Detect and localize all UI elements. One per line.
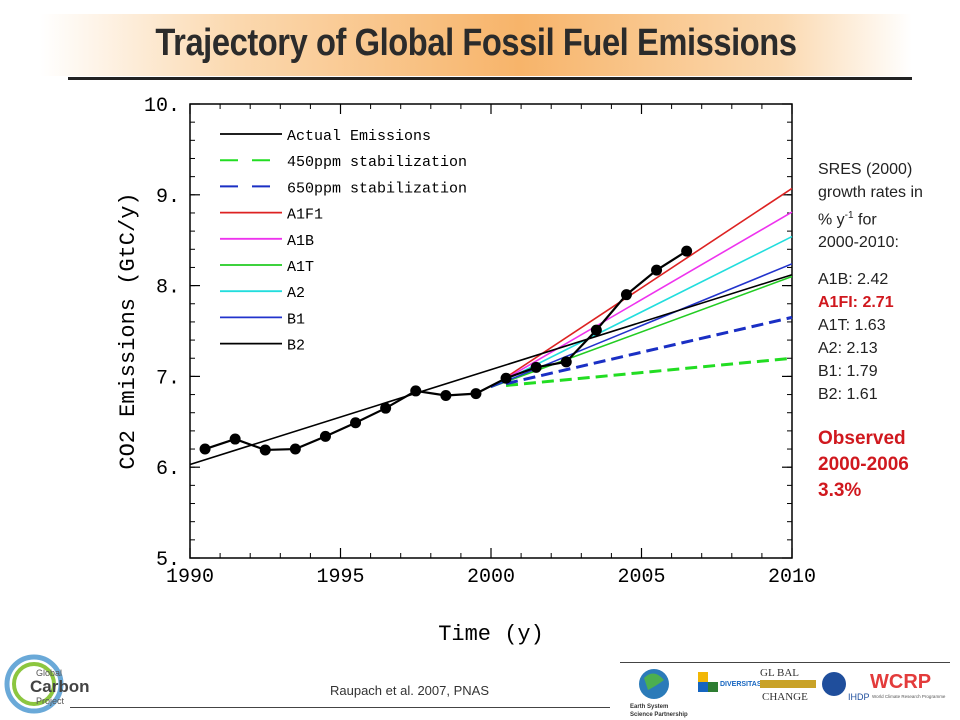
x-tick-label: 2000	[467, 566, 515, 589]
plot-frame	[189, 103, 793, 559]
data-point	[319, 430, 331, 442]
series-line	[204, 250, 688, 452]
growth-rate-item: A2: 2.13	[818, 340, 878, 358]
data-point	[229, 433, 241, 445]
data-point	[259, 444, 271, 456]
title-banner: Trajectory of Global Fossil Fuel Emissio…	[40, 14, 912, 76]
data-point	[380, 402, 392, 414]
x-tick-label: 2005	[617, 566, 665, 589]
x-axis-label: Time (y)	[438, 622, 544, 647]
y-tick-label: 10.	[144, 95, 180, 118]
wcrp-subtitle: World Climate Research Programme	[872, 694, 946, 699]
partner-logos: Earth System Science Partnership DIVERSI…	[630, 667, 946, 718]
igbp-global-change-logo: GL BAL CHANGE	[760, 667, 816, 703]
footer-divider	[70, 707, 610, 708]
title-divider	[68, 77, 912, 80]
data-point	[500, 372, 512, 384]
legend-entry: 650ppm stabilization	[287, 180, 467, 197]
ihdp-logo: IHDP	[822, 672, 870, 702]
data-point	[681, 245, 693, 257]
y-axis-label: CO2 Emissions (GtC/y)	[116, 192, 141, 469]
series-line	[505, 356, 793, 387]
data-point	[350, 417, 362, 429]
series-line	[490, 187, 793, 388]
observed-label: Observed	[818, 428, 906, 450]
y-tick-label: 7.	[156, 367, 180, 390]
legend-entry: B1	[287, 311, 305, 328]
global-carbon-project-logo: Global Carbon Project	[4, 654, 90, 714]
data-point	[560, 356, 572, 368]
panel-intro-4: 2000-2010:	[818, 234, 899, 252]
series-line	[505, 315, 793, 386]
legend-entry: A1B	[287, 233, 314, 250]
wcrp-name: WCRP	[870, 671, 931, 693]
data-point	[470, 388, 482, 400]
diversitas-logo: DIVERSITAS	[698, 672, 762, 692]
essp-name-2: Science Partnership	[630, 712, 688, 718]
growth-rate-item: B1: 1.79	[818, 363, 878, 381]
observed-rate: 3.3%	[818, 480, 862, 502]
gcp-logo-word-3: Project	[36, 696, 65, 706]
footer-divider-right	[620, 662, 950, 663]
wcrp-logo: WCRP World Climate Research Programme	[870, 671, 946, 699]
y-tick-label: 6.	[156, 458, 180, 481]
legend-entry: A2	[287, 285, 305, 302]
series-line	[490, 235, 793, 389]
data-point	[590, 324, 602, 336]
legend-entry: Actual Emissions	[287, 128, 431, 145]
growth-rate-item: B2: 1.61	[818, 386, 878, 404]
y-tick-label: 5.	[156, 549, 180, 572]
y-tick-label: 8.	[156, 277, 180, 300]
legend-entry: A1T	[287, 259, 314, 276]
essp-logo: Earth System Science Partnership	[630, 669, 688, 718]
series-line	[189, 273, 793, 466]
panel-intro-3: % y-1 for	[818, 210, 877, 229]
y-tick-label: 9.	[156, 186, 180, 209]
panel-intro-2: growth rates in	[818, 184, 923, 201]
diversitas-name: DIVERSITAS	[720, 681, 762, 688]
data-point	[199, 443, 211, 455]
panel-intro-1: SRES (2000)	[818, 161, 913, 178]
gcp-logo-word-1: Global	[36, 668, 62, 678]
essp-name-1: Earth System	[630, 704, 668, 710]
series-line	[490, 211, 793, 388]
x-tick-label: 2010	[768, 566, 816, 589]
data-point	[289, 443, 301, 455]
growth-rate-item: A1B: 2.42	[818, 271, 889, 289]
x-tick-label: 1990	[166, 566, 214, 589]
data-point	[651, 264, 663, 276]
sres-growth-panel: SRES (2000) growth rates in % y-1 for 20…	[818, 158, 958, 504]
data-point	[440, 389, 452, 401]
legend-entry: A1F1	[287, 207, 323, 224]
data-point	[620, 289, 632, 301]
legend-entry: B2	[287, 338, 305, 355]
growth-rate-item: A1T: 1.63	[818, 317, 886, 335]
citation: Raupach et al. 2007, PNAS	[330, 683, 489, 698]
igbp-name-2: CHANGE	[762, 691, 808, 703]
growth-rate-list: A1B: 2.42 A1FI: 2.71 A1T: 1.63 A2: 2.13 B1: …	[818, 268, 958, 406]
observed-period: 2000-2006	[818, 454, 909, 476]
growth-rate-item: A1FI: 2.71	[818, 294, 894, 312]
igbp-name-1: GL BAL	[760, 667, 799, 679]
gcp-logo-word-2: Carbon	[30, 677, 90, 696]
data-point	[530, 361, 542, 373]
ihdp-name: IHDP	[848, 692, 870, 702]
x-tick-label: 1995	[316, 566, 364, 589]
data-point	[410, 385, 422, 397]
page-title: Trajectory of Global Fossil Fuel Emissio…	[155, 22, 797, 64]
legend-entry: 450ppm stabilization	[287, 154, 467, 171]
